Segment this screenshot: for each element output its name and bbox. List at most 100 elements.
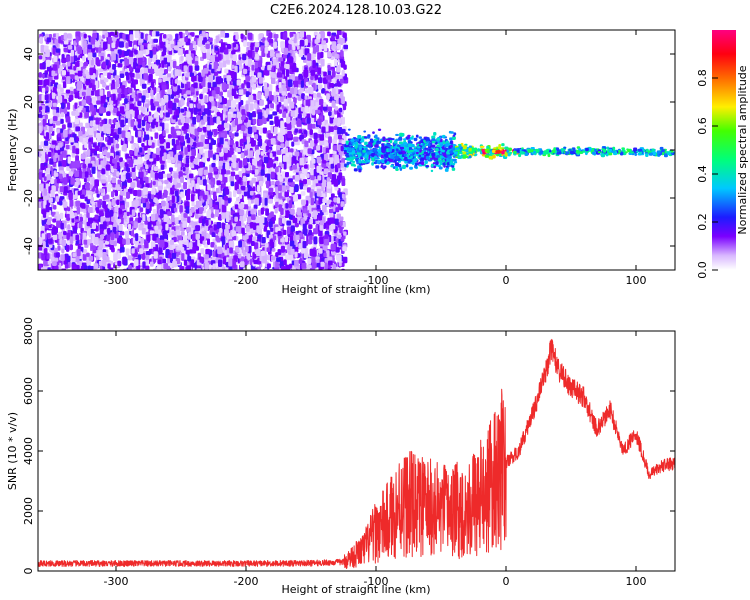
spectrogram-cell: [252, 111, 257, 118]
spectrogram-cell: [157, 229, 162, 236]
spectrogram-cell: [305, 89, 309, 94]
spectrogram-cell: [235, 98, 240, 103]
spectrogram-cell: [125, 248, 130, 256]
spectrogram-cell: [294, 246, 299, 253]
spectrogram-cell: [240, 152, 245, 159]
spectrogram-cell: [40, 163, 46, 170]
spectrogram-cell: [235, 141, 239, 148]
spectrogram-cell: [229, 175, 235, 183]
spectrogram-cell: [243, 204, 249, 210]
spectrogram-cell: [128, 41, 133, 47]
spectrogram-cell: [61, 124, 66, 130]
spectrogram-cell: [274, 156, 279, 162]
spectrogram-cell: [234, 183, 238, 191]
spectrogram-cell: [57, 245, 61, 251]
spectrogram-cell: [328, 136, 332, 144]
spectrogram-cell: [183, 182, 188, 190]
spectrogram-cell: [130, 229, 134, 237]
spectrogram-cell: [172, 61, 177, 69]
spectrogram-cell: [82, 253, 87, 261]
spectrogram-cell: [234, 132, 239, 137]
spectrogram-cell: [149, 261, 154, 267]
spectrogram-cell: [327, 31, 331, 37]
spectrogram-cell: [185, 30, 189, 36]
spectrogram-region: [38, 30, 349, 275]
spectrogram-cell: [251, 126, 257, 133]
spectrogram-cell: [301, 247, 306, 254]
spectrogram-cell: [145, 269, 148, 270]
spectrogram-cell: [59, 212, 64, 219]
spectrogram-marks: [38, 30, 675, 275]
spectrogram-cell: [250, 71, 254, 76]
spectrogram-cell: [284, 254, 290, 261]
spectrogram-cell: [158, 78, 162, 83]
spectrogram-cell: [249, 103, 254, 111]
spectrogram-cell: [142, 202, 147, 208]
spectrogram-cell: [147, 57, 151, 66]
spectrogram-cell: [230, 181, 235, 187]
spectrogram-cell: [206, 48, 211, 54]
spectrogram-cell: [224, 33, 230, 38]
spectrogram-cell: [171, 214, 175, 223]
spectrogram-cell: [91, 177, 95, 186]
spectrogram-cell: [118, 224, 123, 231]
spectrogram-cell: [97, 95, 102, 101]
spectrogram-cell: [96, 153, 101, 159]
spectrogram-cell: [99, 68, 103, 73]
spectrogram-cell: [263, 267, 268, 270]
spectrogram-cell: [271, 180, 275, 186]
spectrogram-cell: [119, 231, 125, 236]
spectrogram-cell: [294, 270, 299, 275]
spectrogram-cell: [133, 79, 138, 85]
spectrogram-cell: [180, 98, 184, 106]
spectrogram-cell: [169, 167, 173, 172]
spectrogram-cell: [225, 211, 229, 219]
spectrogram-cell: [248, 245, 252, 253]
spectrogram-cell: [228, 191, 232, 198]
spectrogram-cell: [38, 79, 43, 86]
spectrogram-cell: [53, 82, 59, 89]
spectrogram-cell: [110, 148, 115, 155]
spectrogram-cell: [269, 195, 274, 200]
spectrogram-cell: [162, 173, 166, 179]
spectrogram-cell: [278, 57, 284, 62]
spectrogram-cell: [291, 204, 295, 209]
spectrogram-cell: [170, 60, 174, 68]
spectrogram-cell: [83, 177, 87, 183]
spectrogram-cell: [189, 107, 194, 115]
spectrogram-cell: [171, 138, 176, 146]
spectrogram-cell: [272, 111, 278, 116]
spectrogram-cell: [220, 30, 226, 38]
spectrogram-cell: [291, 141, 295, 147]
spectrogram-cell: [342, 133, 346, 140]
spectrogram-cell: [200, 248, 205, 255]
spectrogram-cell: [187, 178, 191, 185]
spectrogram-cell: [321, 88, 325, 94]
spectrogram-cell: [311, 123, 316, 129]
spectrogram-cell: [125, 42, 129, 49]
spectrogram-cell: [246, 41, 251, 47]
spectrogram-cell: [167, 77, 172, 82]
spectrogram-cell: [47, 267, 52, 270]
spectrogram-cell: [226, 217, 230, 223]
spectrogram-cell: [282, 111, 287, 118]
spectrogram-cell: [300, 191, 306, 196]
spectrogram-cell: [204, 139, 210, 145]
spectrogram-cell: [327, 64, 331, 69]
spectrogram-cell: [235, 147, 241, 153]
spectrogram-cell: [52, 33, 57, 38]
spectrogram-cell: [83, 239, 88, 245]
spectrogram-cell: [320, 58, 325, 67]
spectrogram-cell: [53, 205, 57, 210]
spectrogram-cell: [292, 175, 296, 180]
spectrogram-cell: [112, 119, 117, 124]
spectrogram-cell: [145, 129, 150, 136]
spectrogram-cell: [236, 197, 241, 203]
spectrogram-cell: [59, 118, 64, 124]
spectrogram-cell: [38, 201, 42, 208]
spectrogram-cell: [174, 159, 178, 168]
spectrogram-cell: [266, 173, 271, 182]
spectrogram-cell: [220, 212, 226, 220]
